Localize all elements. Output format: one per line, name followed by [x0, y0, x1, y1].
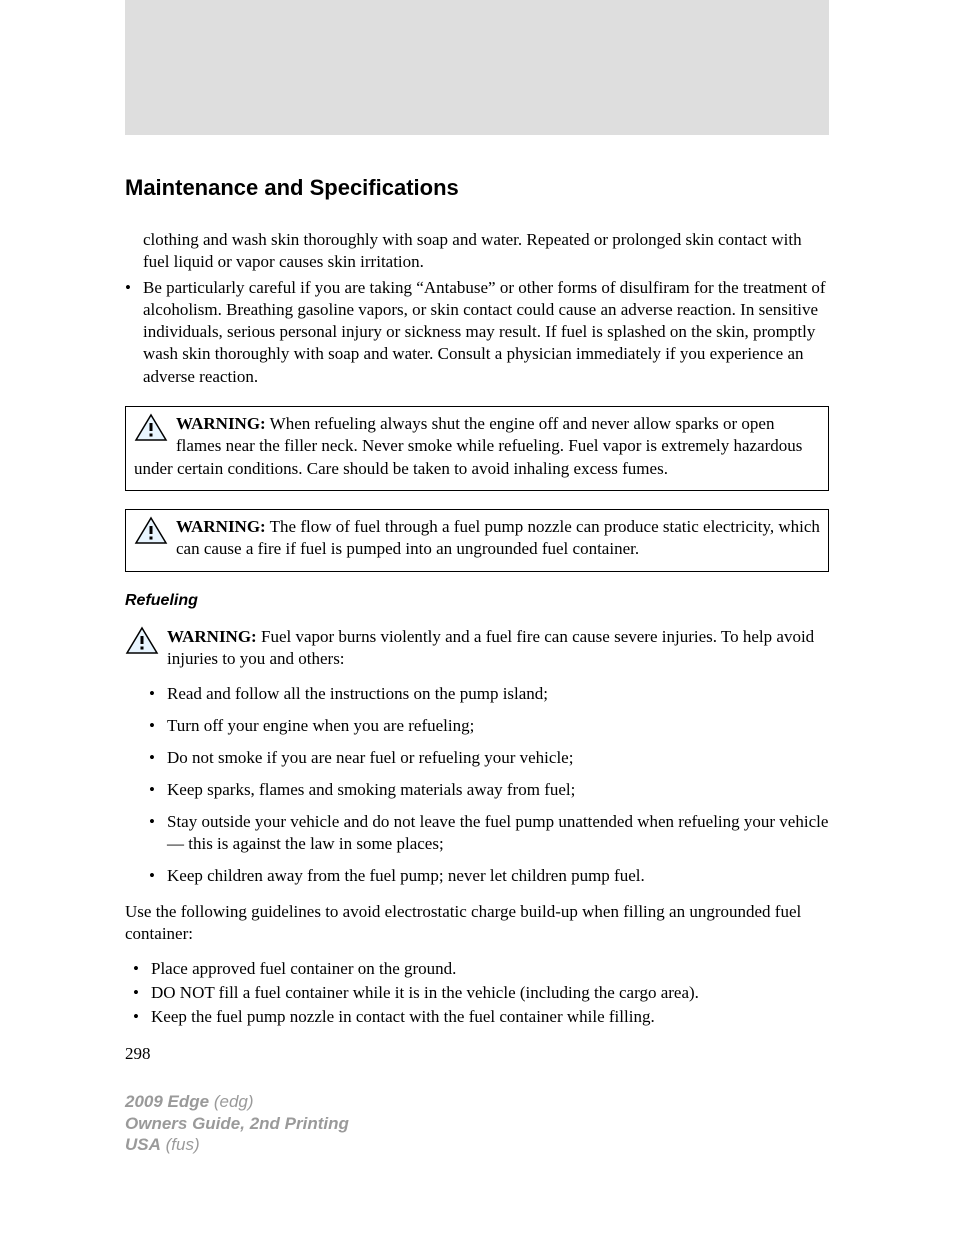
list-item: DO NOT fill a fuel container while it is…: [133, 982, 829, 1004]
footer-guide: Owners Guide, 2nd Printing: [125, 1113, 349, 1134]
warning-body: Fuel vapor burns violently and a fuel fi…: [167, 627, 814, 668]
continued-paragraph: clothing and wash skin thoroughly with s…: [143, 229, 829, 273]
container-bullet-list: Place approved fuel container on the gro…: [125, 958, 829, 1028]
list-item: Do not smoke if you are near fuel or ref…: [149, 747, 829, 769]
bullet-antabuse: Be particularly careful if you are takin…: [125, 277, 829, 387]
list-item: Read and follow all the instructions on …: [149, 683, 829, 705]
footer-model-code: (edg): [209, 1092, 253, 1111]
warning-label: WARNING:: [176, 517, 266, 536]
warning-label: WARNING:: [167, 627, 257, 646]
list-item: Place approved fuel container on the gro…: [133, 958, 829, 980]
guidelines-intro: Use the following guidelines to avoid el…: [125, 901, 829, 945]
warning-text: WARNING: When refueling always shut the …: [134, 413, 820, 480]
list-item: Turn off your engine when you are refuel…: [149, 715, 829, 737]
warning-triangle-icon: [134, 413, 168, 443]
warning-label: WARNING:: [176, 414, 266, 433]
warning-text: WARNING: Fuel vapor burns violently and …: [125, 626, 829, 671]
footer: 2009 Edge (edg) Owners Guide, 2nd Printi…: [125, 1091, 349, 1155]
footer-line-model: 2009 Edge (edg): [125, 1091, 349, 1112]
list-item: Keep sparks, flames and smoking material…: [149, 779, 829, 801]
subheading-refueling: Refueling: [125, 592, 829, 610]
warning-box-refuel-engine-off: WARNING: When refueling always shut the …: [125, 406, 829, 491]
section-title: Maintenance and Specifications: [125, 175, 829, 201]
footer-model: 2009 Edge: [125, 1092, 209, 1111]
footer-region: USA: [125, 1135, 161, 1154]
refueling-bullet-list: Read and follow all the instructions on …: [125, 683, 829, 888]
page-number: 298: [125, 1044, 829, 1064]
warning-triangle-icon: [125, 626, 159, 656]
list-item: Stay outside your vehicle and do not lea…: [149, 811, 829, 855]
warning-text: WARNING: The flow of fuel through a fuel…: [134, 516, 820, 561]
header-band: [125, 0, 829, 135]
warning-body: The flow of fuel through a fuel pump noz…: [176, 517, 820, 558]
warning-box-static-electricity: WARNING: The flow of fuel through a fuel…: [125, 509, 829, 572]
footer-line-region: USA (fus): [125, 1134, 349, 1155]
footer-region-code: (fus): [161, 1135, 200, 1154]
list-item: Keep the fuel pump nozzle in contact wit…: [133, 1006, 829, 1028]
list-item: Keep children away from the fuel pump; n…: [149, 865, 829, 887]
page-content: Maintenance and Specifications clothing …: [0, 175, 954, 1064]
warning-box-fuel-vapor: WARNING: Fuel vapor burns violently and …: [125, 620, 829, 677]
warning-triangle-icon: [134, 516, 168, 546]
